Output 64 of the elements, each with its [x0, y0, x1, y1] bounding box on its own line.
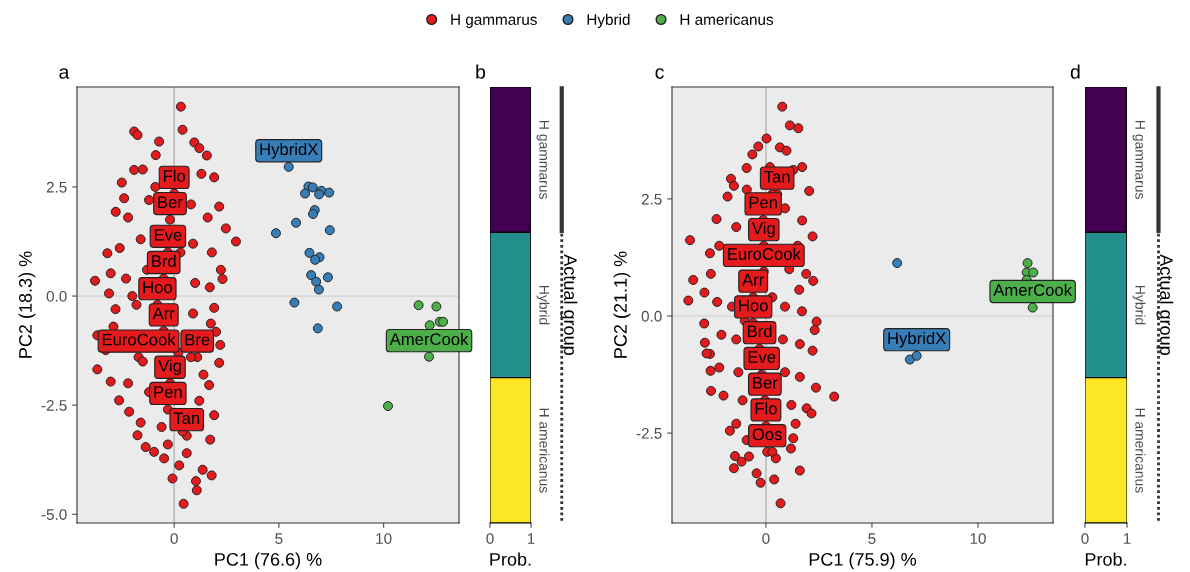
x-axis-title: PC1 (76.6) % — [215, 552, 322, 570]
x-tick-label: 1 — [527, 533, 535, 544]
chart-title: d — [1070, 64, 1080, 79]
annotation: Eve — [748, 351, 776, 363]
annotation: Tan — [173, 412, 200, 425]
annotation: Pen — [154, 386, 182, 398]
x-tick-label: 5 — [275, 533, 283, 544]
annotation: Ber — [158, 196, 183, 209]
y-tick-label: Hybrid — [536, 286, 550, 325]
legend-label: H gammarus — [451, 14, 537, 28]
x-tick-label: 0 — [170, 533, 178, 544]
annotation: HybridX — [888, 331, 946, 348]
y-tick-label: 2.5 — [641, 193, 662, 205]
annotation: Flo — [755, 402, 777, 415]
annotation: Pen — [749, 196, 777, 209]
x-tick-label: 10 — [970, 533, 986, 544]
chart-title: a — [59, 68, 70, 79]
annotation: Hoo — [739, 299, 768, 312]
x-tick-label: 0 — [1081, 533, 1089, 544]
annotation: Arr — [152, 307, 175, 320]
y-axis-title: Actual group — [560, 254, 578, 355]
y-tick-label: 0.0 — [46, 290, 67, 302]
annotation: Ber — [753, 377, 778, 389]
y-tick-label: H gammarus — [536, 121, 549, 199]
x-tick-label: 5 — [868, 533, 876, 544]
y-tick-label: Hybrid — [1132, 286, 1146, 325]
annotation: Brd — [152, 254, 176, 267]
y-tick-label: H americanus — [1135, 408, 1146, 493]
annotation: Vig — [751, 221, 775, 238]
y-tick-label: H americanus — [539, 408, 550, 493]
legend-label: Hybrid — [587, 13, 630, 28]
y-tick-label: -2.5 — [636, 427, 662, 439]
y-tick-label: -2.5 — [41, 400, 67, 411]
annotation: EuroCook — [102, 333, 176, 346]
annotation: Arr — [742, 274, 765, 286]
x-axis-title: Prob. — [490, 552, 531, 566]
annotation: AmerCook — [993, 283, 1073, 296]
annotation: Oos — [752, 428, 782, 441]
annotation: HybridX — [260, 143, 319, 159]
y-tick-label: -5.0 — [41, 509, 67, 520]
annotation: EuroCook — [728, 247, 801, 260]
y-axis-title: PC2 (18.3) % — [18, 251, 36, 358]
annotation: Brd — [747, 324, 772, 338]
annotation: Eve — [154, 229, 182, 241]
x-axis-title: Prob. — [1085, 552, 1126, 566]
chart-title: c — [655, 68, 664, 79]
x-tick-label: 0 — [762, 533, 770, 544]
annotation: AmerCook — [389, 332, 469, 346]
x-tick-label: 1 — [1123, 533, 1131, 544]
chart-title: b — [476, 64, 486, 79]
x-axis-title: PC1 (75.9) % — [809, 552, 917, 570]
y-tick-label: H gammarus — [1132, 121, 1145, 199]
y-axis-title: PC2 (21.1) % — [613, 251, 631, 358]
x-tick-label: 10 — [376, 533, 392, 544]
y-tick-label: 2.5 — [46, 181, 67, 193]
y-axis-title: Actual group — [1156, 254, 1174, 355]
y-tick-label: 0.0 — [641, 310, 662, 322]
legend-label: H americanus — [680, 13, 774, 25]
annotation: Bre — [185, 333, 210, 346]
annotation: Tan — [764, 170, 790, 183]
annotation: Hoo — [143, 281, 173, 294]
annotation: Vig — [158, 359, 181, 376]
x-tick-label: 0 — [486, 533, 494, 544]
annotation: Flo — [163, 169, 186, 182]
